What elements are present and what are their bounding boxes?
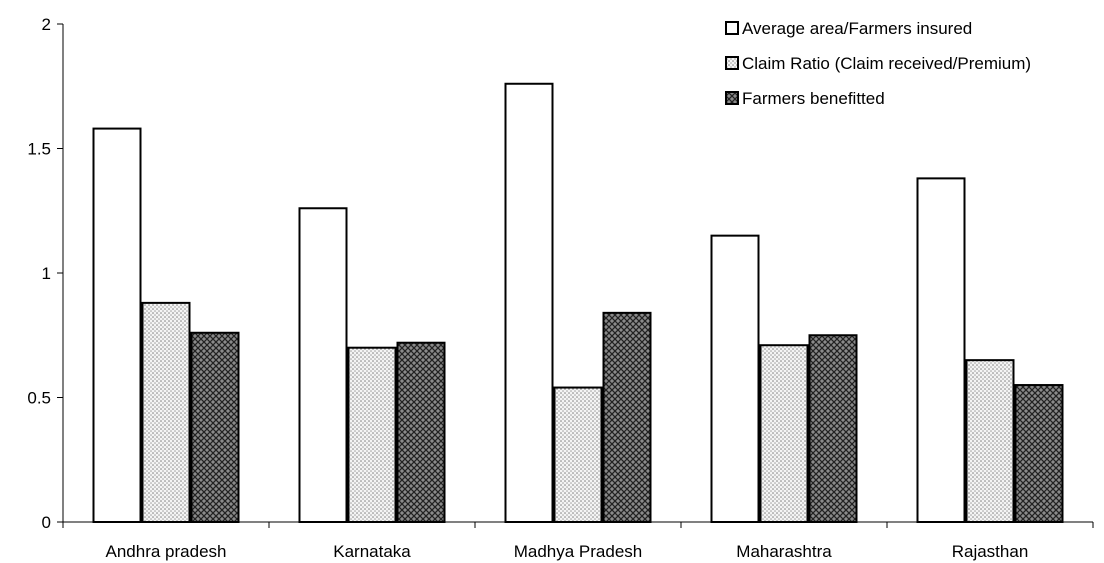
- x-category-label: Rajasthan: [952, 542, 1029, 561]
- bar-white: [504, 82, 554, 523]
- y-tick-label: 2: [42, 15, 51, 34]
- bar-crosshatch: [190, 331, 240, 524]
- bar-white: [916, 177, 966, 523]
- bar-crosshatch: [808, 334, 858, 523]
- bar-white: [710, 234, 760, 523]
- y-tick-label: 1.5: [27, 140, 51, 159]
- x-category-label: Madhya Pradesh: [514, 542, 643, 561]
- bar-dots: [965, 359, 1015, 523]
- y-axis: 0 0.5 1 1.5 2: [27, 15, 64, 532]
- legend: Average area/Farmers insured Claim Ratio …: [725, 19, 1031, 108]
- bar-crosshatch: [602, 311, 652, 523]
- bar-dots: [759, 344, 809, 523]
- x-category-label: Andhra pradesh: [106, 542, 227, 561]
- y-tick-label: 0.5: [27, 389, 51, 408]
- bar-white: [92, 127, 142, 524]
- legend-label: Farmers benefitted: [742, 89, 885, 108]
- bar-white: [298, 207, 348, 523]
- legend-label: Average area/Farmers insured: [742, 19, 972, 38]
- x-axis: Andhra pradesh Karnataka Madhya Pradesh Mah…: [62, 521, 1094, 561]
- x-category-label: Karnataka: [333, 542, 411, 561]
- y-tick-label: 0: [42, 513, 51, 532]
- bar-crosshatch: [1014, 384, 1064, 523]
- bar-dots: [141, 301, 191, 523]
- bars: [92, 82, 1064, 524]
- y-tick-label: 1: [42, 264, 51, 283]
- legend-label: Claim Ratio (Claim received/Premium): [742, 54, 1031, 73]
- bar-dots: [553, 386, 603, 524]
- bar-dots: [347, 346, 397, 524]
- legend-swatch: [725, 91, 739, 105]
- x-category-label: Maharashtra: [736, 542, 832, 561]
- legend-swatch: [725, 21, 739, 35]
- legend-swatch: [725, 56, 739, 70]
- bar-crosshatch: [396, 341, 446, 523]
